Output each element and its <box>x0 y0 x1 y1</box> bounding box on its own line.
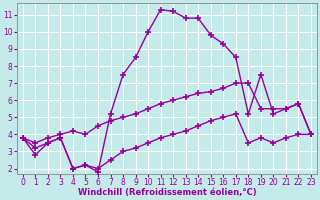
X-axis label: Windchill (Refroidissement éolien,°C): Windchill (Refroidissement éolien,°C) <box>77 188 256 197</box>
